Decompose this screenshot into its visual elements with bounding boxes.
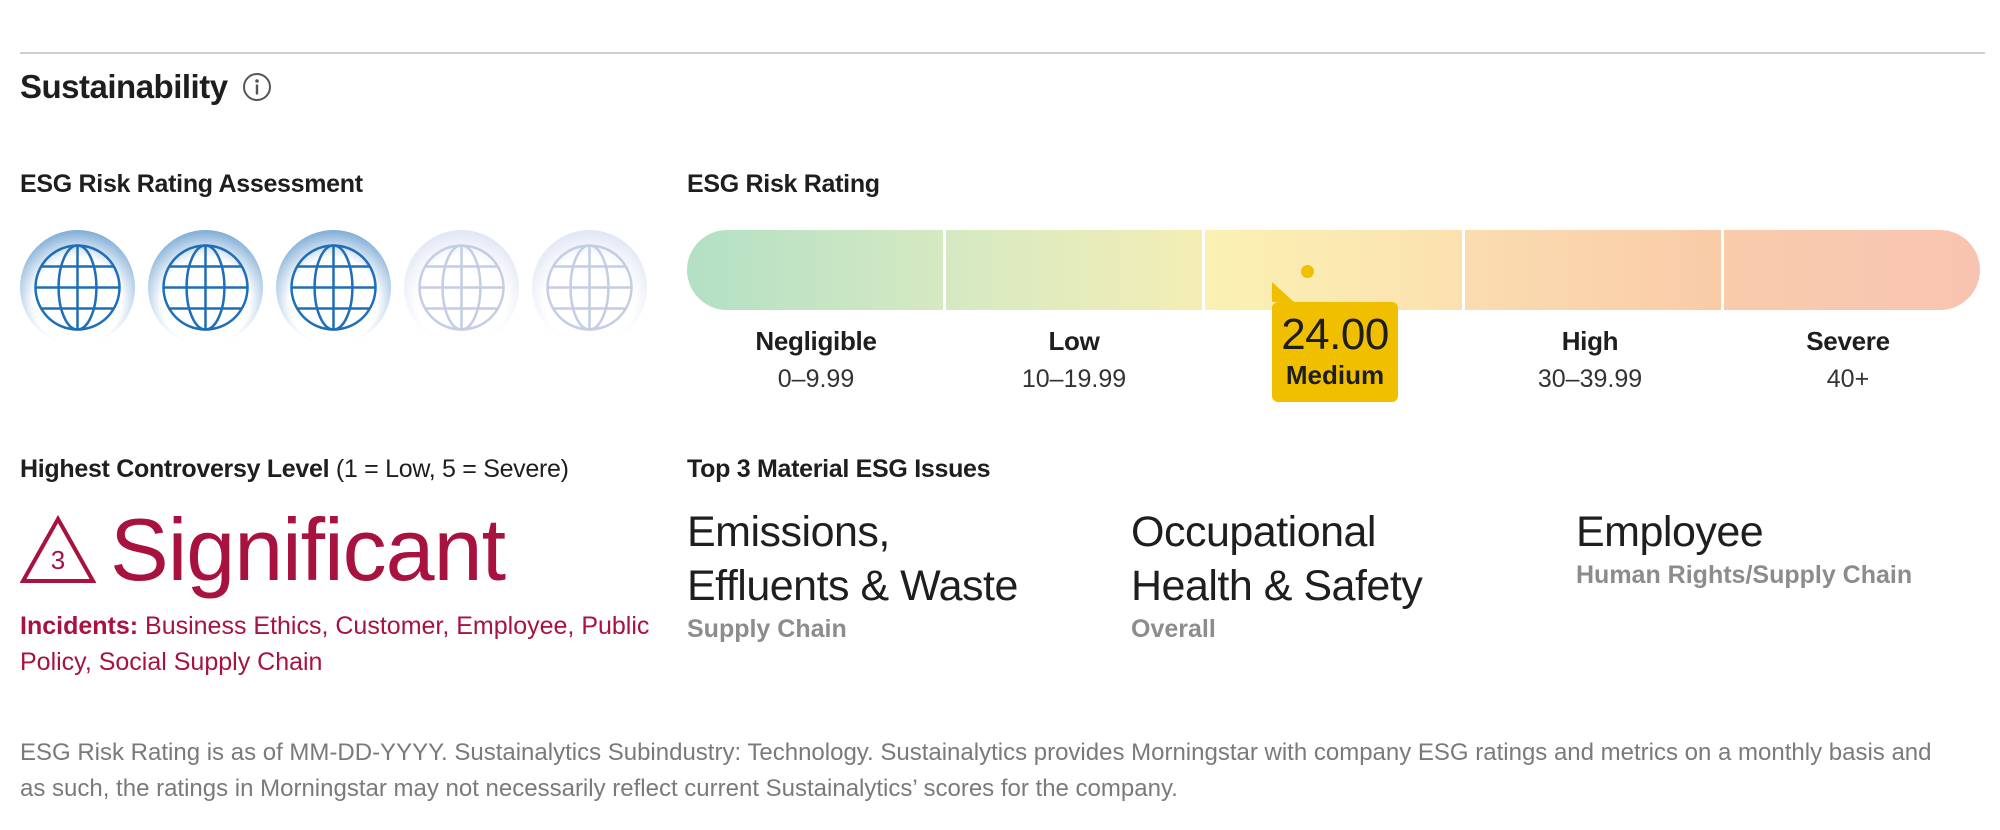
info-icon[interactable] — [242, 72, 272, 102]
band-negligible: Negligible 0–9.99 — [716, 326, 916, 394]
globe-icon-filled — [148, 230, 263, 345]
issue-item: Emissions, Effluents & Waste Supply Chai… — [687, 505, 1107, 644]
risk-score: 24.00 — [1281, 310, 1389, 359]
issue-subtitle: Supply Chain — [687, 615, 847, 643]
controversy-level-label: Significant — [110, 500, 506, 599]
controversy-level: 3 Significant — [20, 500, 506, 600]
incidents: Incidents: Business Ethics, Customer, Em… — [20, 608, 660, 680]
issue-name: Occupational Health & Safety — [1131, 508, 1423, 610]
band-low: Low 10–19.99 — [974, 326, 1174, 394]
band-range: 0–9.99 — [777, 365, 855, 393]
section-title: Sustainability — [20, 68, 272, 106]
globe-icon-filled — [20, 230, 135, 345]
globe-icon-filled — [276, 230, 391, 345]
band-range: 30–39.99 — [1537, 365, 1643, 393]
issue-subtitle: Overall — [1131, 615, 1216, 643]
risk-band-segment — [687, 230, 944, 310]
warning-triangle-icon: 3 — [20, 515, 96, 585]
risk-rating-heading: ESG Risk Rating — [687, 170, 880, 198]
globe-icon-empty — [404, 230, 519, 345]
risk-score-marker — [1301, 265, 1315, 278]
divider — [20, 52, 1985, 54]
risk-rating-bar — [687, 230, 1980, 310]
band-range: 40+ — [1826, 365, 1870, 393]
risk-band-segment — [1461, 230, 1721, 310]
band-range: 10–19.99 — [1021, 365, 1127, 393]
controversy-heading: Highest Controversy Level (1 = Low, 5 = … — [20, 455, 569, 484]
incidents-list: Business Ethics, Customer, Employee, Pub… — [20, 612, 650, 676]
globe-rating — [20, 230, 647, 345]
issue-name: Employee — [1576, 508, 1764, 556]
band-severe: Severe 40+ — [1748, 326, 1948, 394]
band-name: Low — [1048, 326, 1100, 356]
issue-item: Employee Human Rights/Supply Chain — [1576, 505, 1996, 590]
band-high: High 30–39.99 — [1490, 326, 1690, 394]
issue-name: Emissions, Effluents & Waste — [687, 508, 1018, 610]
controversy-heading-label: Highest Controversy Level — [20, 455, 330, 483]
assessment-heading: ESG Risk Rating Assessment — [20, 170, 363, 198]
risk-band-segment — [943, 230, 1203, 310]
controversy-level-number: 3 — [50, 545, 66, 575]
band-name: Negligible — [755, 326, 877, 356]
risk-level: Medium — [1285, 360, 1385, 390]
issue-item: Occupational Health & Safety Overall — [1131, 505, 1551, 644]
band-name: Severe — [1806, 326, 1890, 356]
issues-heading: Top 3 Material ESG Issues — [687, 455, 991, 483]
risk-band-segment — [1202, 230, 1462, 310]
globe-icon-empty — [532, 230, 647, 345]
risk-score-callout: 24.00 Medium — [1272, 282, 1398, 402]
section-title-text: Sustainability — [20, 68, 228, 105]
risk-band-segment — [1720, 230, 1980, 310]
issue-subtitle: Human Rights/Supply Chain — [1576, 561, 1913, 589]
band-name: High — [1561, 326, 1619, 356]
incidents-label: Incidents: — [20, 612, 139, 640]
footnote: ESG Risk Rating is as of MM-DD-YYYY. Sus… — [20, 739, 1932, 802]
controversy-scale-note: (1 = Low, 5 = Severe) — [329, 455, 569, 483]
